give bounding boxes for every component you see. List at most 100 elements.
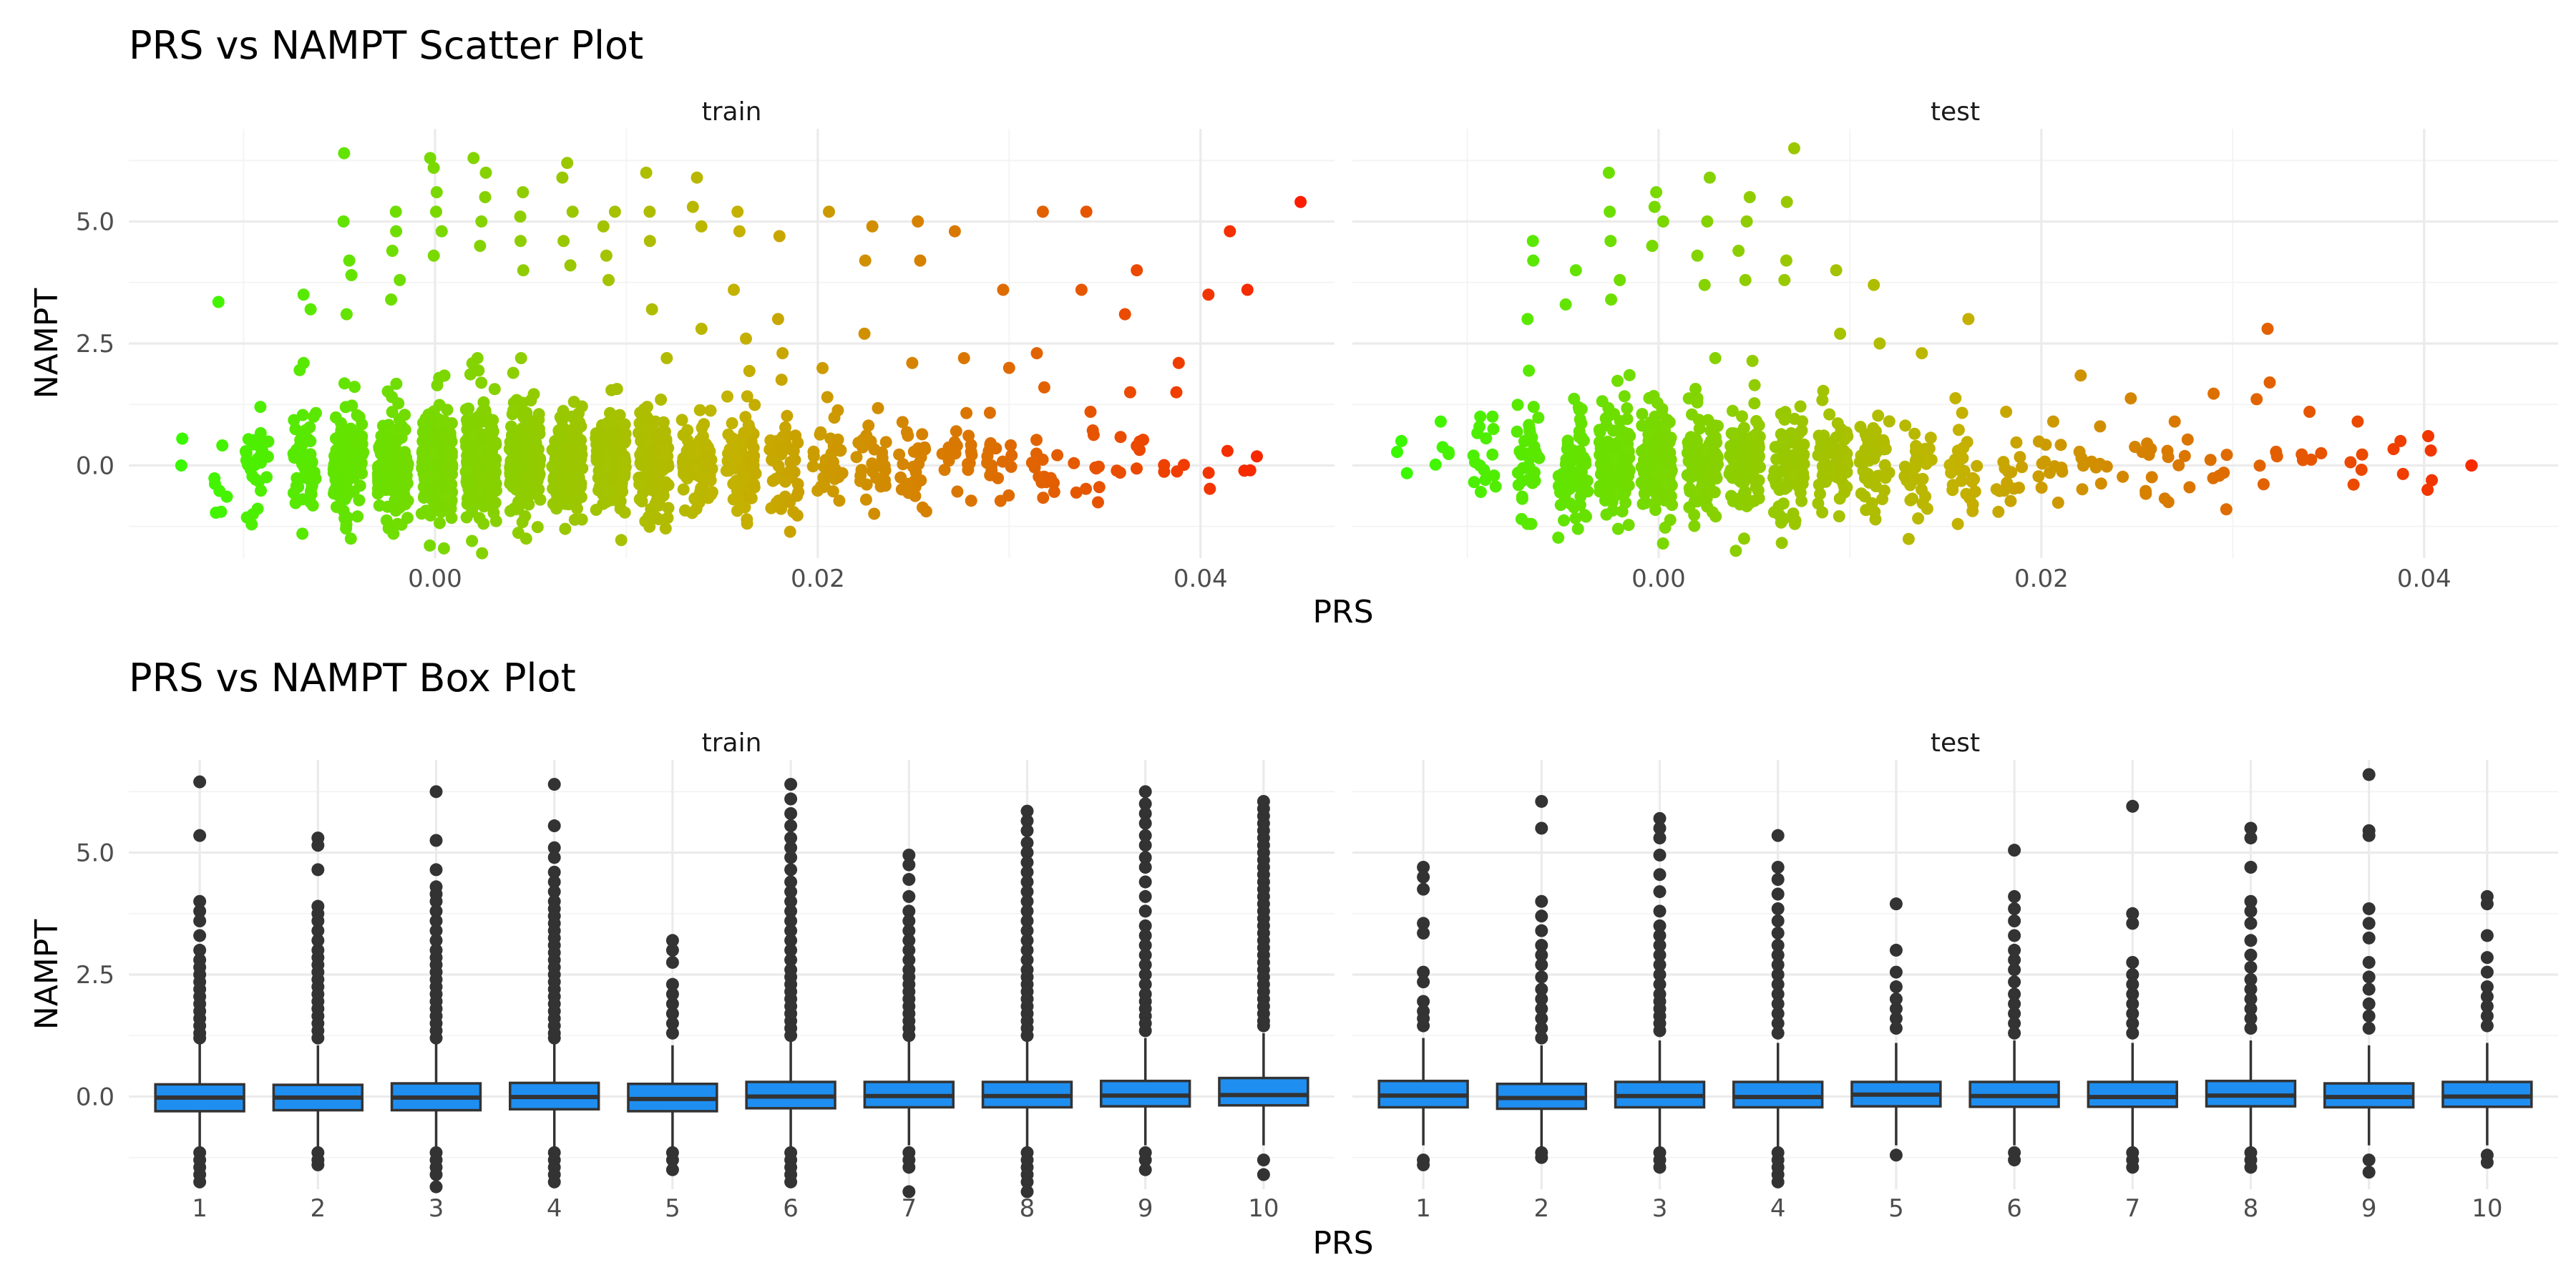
outlier-point xyxy=(784,943,798,957)
scatter-point xyxy=(2253,459,2266,472)
scatter-point xyxy=(1737,532,1750,545)
scatter-point xyxy=(2220,503,2233,516)
outlier-point xyxy=(1020,846,1034,859)
scatter-point xyxy=(528,442,541,455)
scatter-point xyxy=(1703,171,1716,184)
scatter-point xyxy=(430,205,442,218)
scatter-point xyxy=(253,475,265,488)
scatter-point xyxy=(1796,415,1809,428)
scatter-point xyxy=(1051,449,1064,462)
scatter-point xyxy=(1909,454,1922,467)
scatter-point xyxy=(2257,478,2270,491)
box-iqr xyxy=(1732,1080,1824,1109)
scatter-point xyxy=(705,488,718,501)
scatter-point xyxy=(633,493,646,506)
scatter-point xyxy=(1400,467,1413,479)
box-train-6 xyxy=(745,778,836,1189)
scatter-point xyxy=(962,457,974,470)
scatter-point xyxy=(1712,419,1724,432)
outlier-point xyxy=(902,943,916,957)
scatter-point xyxy=(1558,514,1570,527)
scatter-point xyxy=(859,254,872,267)
scatter-point xyxy=(741,513,753,526)
scatter-point xyxy=(351,409,364,421)
scatter-point xyxy=(509,454,522,467)
outlier-point xyxy=(665,1163,679,1176)
outlier-point xyxy=(2008,914,2021,927)
box-test-8 xyxy=(2205,821,2297,1174)
scatter-point xyxy=(1916,483,1928,496)
outlier-point xyxy=(1020,856,1034,869)
scatter-point xyxy=(1751,474,1763,487)
outlier-point xyxy=(1417,995,1430,1008)
scatter-point xyxy=(686,507,698,519)
scatter-point xyxy=(618,454,630,467)
outlier-point xyxy=(2008,902,2021,915)
scatter-point xyxy=(1872,409,1885,422)
scatter-point xyxy=(517,484,530,497)
scatter-point xyxy=(1752,492,1765,504)
outlier-point xyxy=(311,863,325,877)
scatter-point xyxy=(1391,446,1403,459)
scatter-point xyxy=(1701,500,1714,513)
scatter-point xyxy=(653,513,665,525)
x-tick-label: 0.02 xyxy=(791,565,845,593)
scatter-point xyxy=(1526,477,1539,489)
outlier-point xyxy=(1535,794,1548,808)
outlier-point xyxy=(1138,851,1152,864)
outlier-point xyxy=(1653,929,1667,942)
y-tick-label: 2.5 xyxy=(76,961,114,990)
scatter-point xyxy=(868,507,881,520)
scatter-point xyxy=(721,454,734,467)
box-train-9 xyxy=(1099,785,1191,1176)
scatter-point xyxy=(601,416,614,429)
scatter-point xyxy=(2046,415,2059,428)
scatter-point xyxy=(1788,517,1801,530)
scatter-point xyxy=(661,512,674,525)
scatter-point xyxy=(675,414,688,426)
scatter-point xyxy=(437,542,450,555)
scatter-point xyxy=(1395,434,1407,447)
x-tick-label: 2 xyxy=(1533,1194,1549,1223)
scatter-point xyxy=(914,446,927,459)
scatter-point xyxy=(2013,482,2025,494)
scatter-point xyxy=(816,361,829,374)
outlier-point xyxy=(2008,1017,2021,1030)
outlier-point xyxy=(2244,1161,2258,1174)
scatter-point xyxy=(1786,468,1799,481)
scatter-point xyxy=(1525,517,1538,530)
scatter-point xyxy=(776,441,789,454)
scatter-point xyxy=(1036,205,1049,218)
x-tick-label: 5 xyxy=(1888,1194,1904,1223)
outlier-point xyxy=(1771,1007,1785,1020)
scatter-point xyxy=(394,421,406,434)
scatter-point xyxy=(1952,424,1965,436)
scatter-point xyxy=(957,352,970,364)
outlier-point xyxy=(2244,894,2258,908)
x-tick-label: 2 xyxy=(310,1194,326,1223)
scatter-point xyxy=(2356,448,2368,461)
scatter-point xyxy=(2422,430,2434,442)
outlier-point xyxy=(1653,977,1667,991)
outlier-point xyxy=(1889,943,1903,957)
outlier-point xyxy=(311,1158,325,1171)
scatter-point xyxy=(1623,464,1636,477)
scatter-point xyxy=(335,424,348,436)
scatter-point xyxy=(306,480,318,493)
scatter-point xyxy=(1131,439,1143,452)
scatter-point xyxy=(556,483,569,496)
scatter-point xyxy=(1688,509,1701,522)
outlier-point xyxy=(1257,1168,1270,1181)
scatter-point xyxy=(2039,455,2051,468)
outlier-point xyxy=(2244,982,2258,996)
scatter-point xyxy=(613,409,626,421)
scatter-point xyxy=(597,497,610,510)
outlier-point xyxy=(1020,836,1034,849)
scatter-point xyxy=(289,497,302,509)
scatter-point xyxy=(504,469,517,482)
scatter-point xyxy=(484,489,497,502)
outlier-point xyxy=(2244,831,2258,845)
outlier-point xyxy=(1771,1017,1785,1030)
outlier-point xyxy=(193,943,207,957)
